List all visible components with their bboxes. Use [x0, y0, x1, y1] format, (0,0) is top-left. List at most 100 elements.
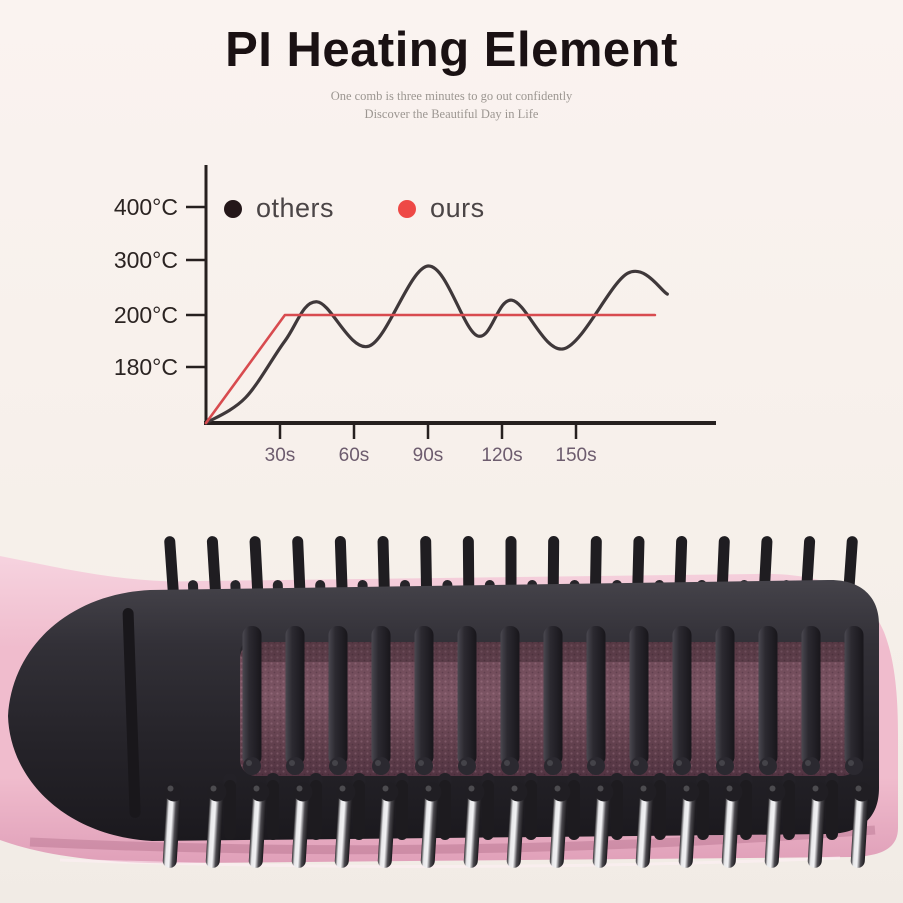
bristle-ball [336, 782, 356, 802]
bristle-pin [654, 780, 666, 840]
bristle-ball [551, 782, 571, 802]
bristle-ball [329, 757, 347, 775]
bristle-ball-shine [848, 760, 854, 766]
page-subtitle: One comb is three minutes to go out conf… [0, 87, 903, 123]
bristle-pin [807, 791, 826, 868]
bristle-ball [802, 757, 820, 775]
bristle-stem [500, 626, 520, 766]
bristle-stem [242, 626, 262, 766]
bristle-pin [740, 780, 752, 840]
bristle-pin [420, 791, 439, 868]
bristle-pin [697, 780, 709, 840]
bristle-stem [801, 626, 821, 766]
bristle-ball-shine [726, 785, 733, 792]
bristle-pin [850, 791, 869, 868]
bristle-stem [457, 626, 477, 766]
bristle-ball-shine [683, 785, 690, 792]
brush-body-shadow [29, 825, 876, 855]
bristle-ball [852, 782, 872, 802]
legend-dot-others-icon [224, 199, 242, 218]
bristle-ball-shine [762, 760, 768, 766]
bristle-ball [372, 757, 390, 775]
bristle-stem [371, 626, 391, 766]
bristle-ball [594, 782, 614, 802]
chart-legend: others ours [224, 193, 485, 224]
bristle-pin [826, 780, 838, 840]
bristle-ball [716, 757, 734, 775]
bristle-ball [164, 782, 184, 802]
bristle-ball [243, 757, 261, 775]
bristle-ball-shine [547, 760, 553, 766]
bristle-ball-shine [511, 785, 518, 792]
bristle-ball-shine [554, 785, 561, 792]
bristle-pin [482, 780, 494, 840]
bristle-ball-shine [633, 760, 639, 766]
bristle-pin [635, 791, 654, 868]
bristle-ball [415, 757, 433, 775]
bristle-ball [508, 782, 528, 802]
bristle-ball [458, 757, 476, 775]
x-tick-label: 150s [555, 445, 596, 466]
bristle-ball [630, 757, 648, 775]
bristle-pin [334, 791, 353, 868]
bristle-pin [592, 791, 611, 868]
bristle-ball-shine [167, 785, 174, 792]
bristle-ball-shine [253, 785, 260, 792]
page-subtitle-line-2: Discover the Beautiful Day in Life [364, 107, 539, 122]
bristle-ball-shine [425, 785, 432, 792]
bristle-ball-shine [246, 760, 252, 766]
y-tick-label: 200°C [114, 302, 178, 328]
bristle-pin [162, 791, 181, 868]
bristle-stem [758, 626, 778, 766]
legend-dot-ours-icon [398, 199, 417, 218]
bristle-ball-shine [805, 760, 811, 766]
bristle-ball-shine [461, 760, 467, 766]
bristle-stem [328, 626, 348, 766]
bristle-ball-shine [590, 760, 596, 766]
bristle-ball [637, 782, 657, 802]
bristle-ball-shine [504, 760, 510, 766]
bristle-ball [809, 782, 829, 802]
bristle-stem [543, 626, 563, 766]
bristle-pin [525, 780, 537, 840]
bristle-ball-shine [332, 760, 338, 766]
bristle-pin [549, 791, 568, 868]
product-photo-hair-straightener-brush [0, 536, 898, 869]
x-tick-label: 90s [413, 445, 444, 466]
bristle-pin [506, 791, 525, 868]
y-tick-label: 400°C [114, 194, 178, 220]
bristle-ball-shine [676, 760, 682, 766]
bristle-ball [250, 782, 270, 802]
bristles-front-row [162, 782, 872, 868]
bristle-pin [611, 780, 623, 840]
y-tick-label: 300°C [114, 247, 178, 273]
bristle-ball [723, 782, 743, 802]
bristle-ball [544, 757, 562, 775]
bristle-pin [463, 791, 482, 868]
bristle-ball [501, 757, 519, 775]
x-tick-label: 60s [339, 445, 370, 466]
bristle-stems [242, 626, 864, 775]
bristle-stem [285, 626, 305, 766]
legend-label-others: others [256, 193, 335, 223]
bristle-ball [759, 757, 777, 775]
bristle-ball [379, 782, 399, 802]
bristle-ball-shine [382, 785, 389, 792]
bristle-ball-shine [296, 785, 303, 792]
bristle-pin [353, 780, 365, 840]
bristle-stem [414, 626, 434, 766]
bristle-ball [293, 782, 313, 802]
bristle-pin [764, 791, 783, 868]
series-ours-line [204, 313, 657, 425]
bristle-ball [845, 757, 863, 775]
bristle-ball [766, 782, 786, 802]
bristle-ball-shine [468, 785, 475, 792]
bristle-pin [205, 791, 224, 868]
bristle-stem [844, 626, 864, 766]
bristle-pin [248, 791, 267, 868]
bristle-pin [678, 791, 697, 868]
page-subtitle-line-1: One comb is three minutes to go out conf… [330, 89, 573, 103]
bristle-pin [783, 780, 795, 840]
bristle-ball [680, 782, 700, 802]
bristle-ball-shine [210, 785, 217, 792]
